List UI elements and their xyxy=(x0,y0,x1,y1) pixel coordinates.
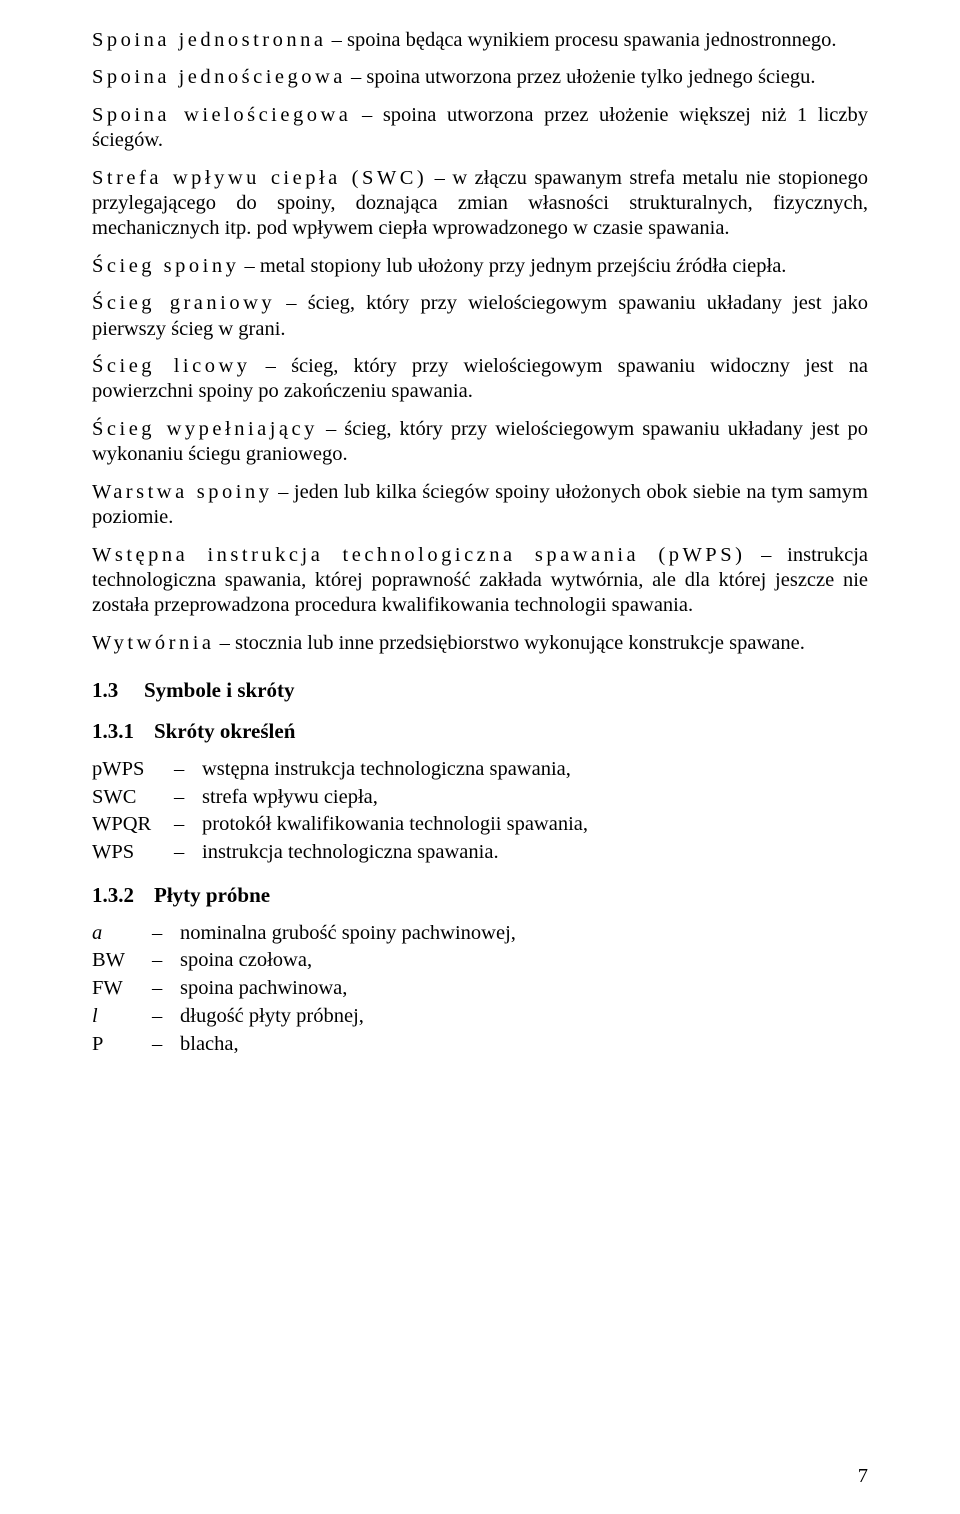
abbr-text: instrukcja technologiczna spawania. xyxy=(202,839,499,867)
section-number: 1.3.1 xyxy=(92,719,154,744)
definition-paragraph: Warstwa spoiny – jeden lub kilka ściegów… xyxy=(92,480,868,531)
abbr: pWPS xyxy=(92,756,174,784)
term: Wytwórnia xyxy=(92,632,215,654)
definition-paragraph: Spoina jednostronna – spoina będąca wyni… xyxy=(92,28,868,53)
definition-paragraph: Spoina jednościegowa – spoina utworzona … xyxy=(92,65,868,90)
section-title: Płyty próbne xyxy=(154,883,270,907)
section-title: Skróty określeń xyxy=(154,719,295,743)
section-heading-1-3: 1.3Symbole i skróty xyxy=(92,678,868,703)
term: Warstwa spoiny xyxy=(92,481,272,503)
symbol-row: P–blacha, xyxy=(92,1031,868,1059)
symbol-text: blacha, xyxy=(180,1031,239,1059)
symbol: FW xyxy=(92,975,152,1003)
abbr-row: WPQR–protokół kwalifikowania technologii… xyxy=(92,811,868,839)
section-heading-1-3-1: 1.3.1Skróty określeń xyxy=(92,719,868,744)
abbr: WPQR xyxy=(92,811,174,839)
definition-paragraph: Ścieg licowy – ścieg, który przy wielośc… xyxy=(92,354,868,405)
abbr: SWC xyxy=(92,784,174,812)
dash: – xyxy=(174,756,202,784)
symbol-text: spoina pachwinowa, xyxy=(180,975,347,1003)
definition-paragraph: Wstępna instrukcja technologiczna spawan… xyxy=(92,543,868,619)
symbol-row: FW–spoina pachwinowa, xyxy=(92,975,868,1003)
term: Wstępna instrukcja technologiczna spawan… xyxy=(92,544,745,566)
symbol: BW xyxy=(92,947,152,975)
term: Ścieg graniowy xyxy=(92,292,275,314)
definition-body: – stocznia lub inne przedsiębiorstwo wyk… xyxy=(215,632,805,654)
symbol: l xyxy=(92,1003,152,1031)
document-page: Spoina jednostronna – spoina będąca wyni… xyxy=(0,0,960,1514)
dash: – xyxy=(174,811,202,839)
dash: – xyxy=(174,839,202,867)
term: Spoina jednostronna xyxy=(92,29,326,51)
definition-paragraph: Ścieg wypełniający – ścieg, który przy w… xyxy=(92,417,868,468)
section-title: Symbole i skróty xyxy=(144,678,295,702)
dash: – xyxy=(152,1031,180,1059)
symbol: a xyxy=(92,920,152,948)
symbol-row: BW–spoina czołowa, xyxy=(92,947,868,975)
abbr-text: strefa wpływu ciepła, xyxy=(202,784,378,812)
symbol-row: a–nominalna grubość spoiny pachwinowej, xyxy=(92,920,868,948)
section-number: 1.3 xyxy=(92,678,144,703)
abbr-text: wstępna instrukcja technologiczna spawan… xyxy=(202,756,571,784)
abbr-row: pWPS–wstępna instrukcja technologiczna s… xyxy=(92,756,868,784)
abbr-text: protokół kwalifikowania technologii spaw… xyxy=(202,811,588,839)
definition-paragraph: Ścieg graniowy – ścieg, który przy wielo… xyxy=(92,291,868,342)
term: Ścieg wypełniający xyxy=(92,418,318,440)
section-heading-1-3-2: 1.3.2Płyty próbne xyxy=(92,883,868,908)
term: Spoina wielościegowa xyxy=(92,104,351,126)
dash: – xyxy=(152,975,180,1003)
symbol-text: spoina czołowa, xyxy=(180,947,312,975)
term: Spoina jednościegowa xyxy=(92,66,346,88)
term: Ścieg licowy xyxy=(92,355,251,377)
section-number: 1.3.2 xyxy=(92,883,154,908)
dash: – xyxy=(174,784,202,812)
term: Strefa wpływu ciepła (SWC) xyxy=(92,167,427,189)
definition-paragraph: Spoina wielościegowa – spoina utworzona … xyxy=(92,103,868,154)
definition-body: – metal stopiony lub ułożony przy jednym… xyxy=(239,255,786,277)
definition-body: – spoina utworzona przez ułożenie tylko … xyxy=(346,66,816,88)
dash: – xyxy=(152,1003,180,1031)
definition-paragraph: Ścieg spoiny – metal stopiony lub ułożon… xyxy=(92,254,868,279)
dash: – xyxy=(152,920,180,948)
dash: – xyxy=(152,947,180,975)
symbol: P xyxy=(92,1031,152,1059)
abbr: WPS xyxy=(92,839,174,867)
definition-body: – spoina będąca wynikiem procesu spawani… xyxy=(326,29,836,51)
symbol-text: nominalna grubość spoiny pachwinowej, xyxy=(180,920,516,948)
symbol-row: l–długość płyty próbnej, xyxy=(92,1003,868,1031)
page-number: 7 xyxy=(858,1465,868,1488)
symbol-text: długość płyty próbnej, xyxy=(180,1003,364,1031)
term: Ścieg spoiny xyxy=(92,255,239,277)
abbr-row: WPS–instrukcja technologiczna spawania. xyxy=(92,839,868,867)
definition-paragraph: Strefa wpływu ciepła (SWC) – w złączu sp… xyxy=(92,166,868,242)
abbr-row: SWC–strefa wpływu ciepła, xyxy=(92,784,868,812)
definition-paragraph: Wytwórnia – stocznia lub inne przedsiębi… xyxy=(92,631,868,656)
